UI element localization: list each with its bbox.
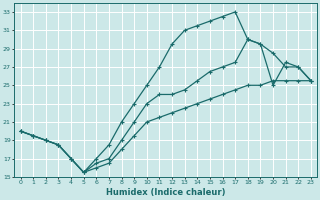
X-axis label: Humidex (Indice chaleur): Humidex (Indice chaleur) xyxy=(106,188,226,197)
